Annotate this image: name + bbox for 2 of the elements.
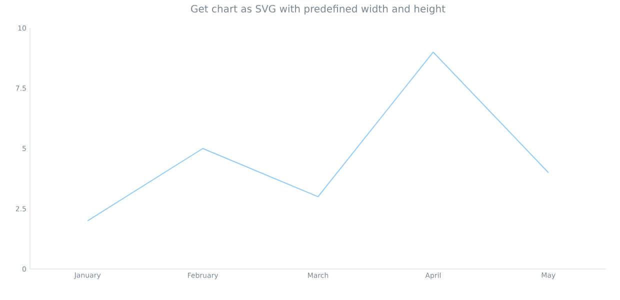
line-series [87,52,549,222]
chart-title: Get chart as SVG with predefined width and height [191,4,446,14]
